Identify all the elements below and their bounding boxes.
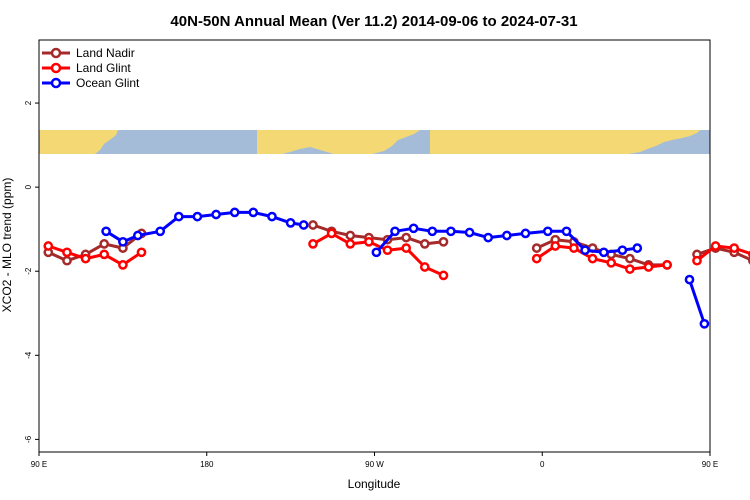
data-point-land-nadir — [99, 239, 110, 249]
data-point-ocean-glint — [699, 318, 710, 329]
data-point-land-nadir — [62, 255, 72, 266]
data-point-ocean-glint — [155, 226, 166, 237]
x-tick-label: 90 W — [365, 460, 384, 469]
legend-marker-land-nadir — [50, 47, 62, 59]
data-point-ocean-glint — [267, 211, 277, 222]
data-point-land-glint — [345, 239, 356, 249]
data-point-land-nadir — [345, 230, 356, 241]
plot-frame — [38, 39, 711, 453]
data-point-ocean-glint — [285, 218, 296, 228]
data-point-ocean-glint — [427, 226, 438, 237]
y-tick-label: 2 — [24, 100, 33, 105]
data-point-ocean-glint — [542, 226, 553, 237]
data-point-land-glint — [569, 243, 579, 253]
y-tick-label: 0 — [24, 184, 33, 189]
data-point-land-glint — [606, 257, 617, 268]
data-point-ocean-glint — [561, 226, 572, 237]
data-point-ocean-glint — [173, 211, 184, 222]
data-point-land-glint — [625, 264, 635, 274]
data-point-land-glint — [438, 270, 449, 281]
data-point-ocean-glint — [684, 274, 695, 285]
series-line-ocean-glint — [688, 279, 706, 325]
data-point-land-glint — [419, 262, 430, 272]
data-point-ocean-glint — [464, 227, 475, 238]
data-point-land-glint — [99, 249, 110, 260]
data-point-land-nadir — [419, 239, 430, 249]
data-point-land-glint — [364, 236, 374, 247]
data-point-land-nadir — [401, 232, 412, 243]
series-ocean-glint — [101, 207, 710, 329]
x-tick-label: 0 — [540, 460, 545, 469]
data-point-land-nadir — [308, 220, 318, 230]
data-point-land-glint — [326, 228, 337, 239]
data-point-ocean-glint — [598, 247, 609, 258]
data-point-ocean-glint — [101, 226, 111, 237]
data-point-land-glint — [710, 241, 721, 251]
y-tick-label: -2 — [24, 267, 33, 275]
data-point-land-nadir — [625, 253, 635, 264]
series-layer — [43, 207, 750, 329]
data-point-land-glint — [692, 255, 702, 266]
chart-title: 40N-50N Annual Mean (Ver 11.2) 2014-09-0… — [170, 13, 577, 30]
data-point-ocean-glint — [192, 211, 203, 222]
legend-label-ocean-glint: Ocean Glint — [76, 76, 140, 90]
y-axis-label: XCO2 - MLO trend (ppm) — [0, 178, 14, 313]
data-point-land-glint — [401, 243, 412, 253]
data-point-ocean-glint — [483, 232, 494, 243]
data-point-land-glint — [80, 253, 91, 264]
data-point-ocean-glint — [580, 245, 590, 256]
world-map-strip — [39, 130, 710, 154]
data-point-land-nadir — [531, 243, 542, 253]
y-tick-label: -6 — [24, 435, 33, 443]
data-point-ocean-glint — [390, 226, 400, 237]
legend: Land Nadir Land Glint Ocean Glint — [42, 46, 140, 90]
data-point-land-glint — [136, 247, 147, 258]
data-point-land-glint — [587, 253, 598, 264]
data-point-land-glint — [531, 253, 542, 264]
legend-marker-land-glint — [50, 62, 62, 74]
y-axis: 2 0 -2 -4 -6 — [24, 100, 39, 443]
data-point-ocean-glint — [446, 226, 456, 237]
data-point-ocean-glint — [617, 245, 628, 256]
x-axis-label: Longitude — [348, 477, 401, 491]
x-tick-label: 90 E — [31, 460, 47, 469]
data-point-ocean-glint — [229, 207, 240, 218]
data-point-ocean-glint — [248, 207, 259, 218]
y-tick-label: -4 — [24, 351, 33, 359]
series-land-glint — [43, 228, 750, 281]
data-point-land-glint — [118, 260, 128, 270]
data-point-land-glint — [43, 241, 54, 251]
legend-item-ocean-glint: Ocean Glint — [42, 76, 140, 90]
data-point-ocean-glint — [501, 230, 512, 241]
data-point-ocean-glint — [371, 247, 382, 258]
data-point-ocean-glint — [132, 230, 143, 241]
data-point-ocean-glint — [211, 209, 221, 220]
data-point-land-glint — [550, 241, 561, 251]
legend-item-land-nadir: Land Nadir — [42, 46, 135, 60]
data-point-land-glint — [62, 247, 72, 258]
x-tick-label: 90 E — [702, 460, 718, 469]
data-point-land-glint — [643, 262, 654, 272]
legend-marker-ocean-glint — [50, 77, 62, 89]
data-point-land-glint — [382, 245, 393, 256]
legend-item-land-glint: Land Glint — [42, 61, 131, 75]
x-tick-label: 180 — [200, 460, 214, 469]
data-point-ocean-glint — [118, 236, 128, 247]
data-point-ocean-glint — [408, 223, 419, 234]
data-point-land-nadir — [438, 236, 449, 247]
data-point-ocean-glint — [520, 228, 531, 239]
data-point-ocean-glint — [298, 220, 309, 230]
data-point-land-glint — [729, 243, 740, 253]
data-point-ocean-glint — [632, 243, 643, 253]
data-point-land-glint — [662, 260, 672, 270]
data-point-land-glint — [308, 239, 318, 249]
legend-label-land-nadir: Land Nadir — [76, 46, 135, 60]
legend-label-land-glint: Land Glint — [76, 61, 131, 75]
